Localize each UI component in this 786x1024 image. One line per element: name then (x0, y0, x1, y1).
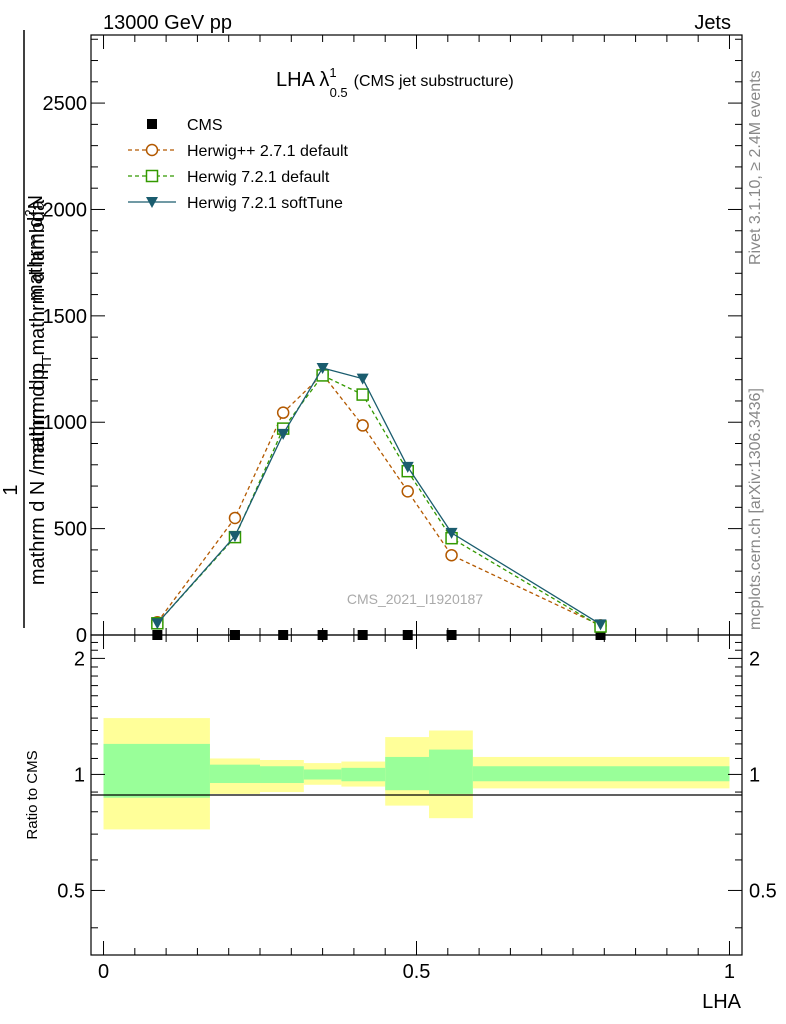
y-tick-label: 1500 (43, 306, 88, 328)
ratio-band-green (103, 743, 210, 798)
ratio-tick-label-right: 2 (749, 648, 760, 670)
ratio-tick-label-left: 1 (74, 764, 85, 786)
y-tick-label: 2500 (43, 93, 88, 115)
legend-marker (146, 197, 158, 208)
x-tick-labels: 0 0.5 1 (98, 961, 735, 983)
ratio-tick-label-left: 0.5 (57, 880, 85, 902)
ratio-tick-label-right: 0.5 (749, 880, 777, 902)
y-label-top-numerator: mathrm d2N (22, 195, 47, 301)
mcplots-note: mcplots.cern.ch [arXiv:1306.3436] (747, 388, 764, 630)
ratio-frame (90, 634, 743, 956)
ratio-band-green (303, 769, 342, 780)
legend-label: CMS (187, 117, 223, 134)
legend-entry: Herwig++ 2.7.1 default (128, 143, 349, 160)
data-point (316, 362, 329, 374)
y-label-denominator: mathrm d N / mathrm d pT (27, 355, 54, 585)
legend-entry: Herwig 7.2.1 softTune (128, 195, 343, 212)
legend-entry: CMS (147, 117, 223, 134)
legend-marker (147, 119, 157, 129)
series-3 (151, 362, 607, 631)
ratio-band-green (385, 756, 430, 791)
main-axis-ticks: 0 500 1000 1500 2000 2500 (43, 35, 742, 647)
ratio-band-green (341, 767, 386, 782)
data-point (401, 461, 414, 473)
legend-marker (145, 169, 159, 183)
y-tick-label: 1000 (43, 412, 88, 434)
legend-entry: Herwig 7.2.1 default (128, 169, 330, 186)
rivet-note: Rivet 3.1.10, ≥ 2.4M events (747, 70, 764, 265)
data-point (401, 485, 414, 498)
x-tick-label: 1 (724, 961, 735, 983)
x-tick-label: 0 (98, 961, 109, 983)
data-point (445, 548, 458, 562)
ratio-band-green (260, 766, 304, 784)
ratio-band-green (472, 766, 730, 782)
legend-label: Herwig 7.2.1 default (187, 169, 330, 186)
y-label-numerator: 1 (0, 484, 22, 495)
series-line (156, 373, 601, 627)
ratio-band-green (209, 764, 261, 784)
y-label-top-denominator: mathrm d pT mathrm d lambda (27, 199, 54, 470)
y-tick-label: 2000 (43, 199, 88, 221)
x-tick-label: 0.5 (403, 961, 431, 983)
ratio-bands (103, 718, 730, 830)
series-line (156, 367, 601, 625)
analysis-watermark: CMS_2021_I1920187 (347, 591, 483, 607)
ratio-axis-ticks: 0.5 0.5 1 1 2 2 (57, 635, 777, 955)
legend-label: Herwig++ 2.7.1 default (187, 143, 349, 160)
series-line (156, 374, 601, 628)
ratio-tick-label-left: 2 (74, 648, 85, 670)
data-point (356, 419, 369, 432)
plot-title: LHA λ1 0.5(CMS jet substructure) (276, 65, 514, 100)
y-axis-label: mathrm d2N mathrm d pT mathrm d lambda 1… (0, 30, 54, 628)
ratio-panel: 0.5 0.5 1 1 2 2 (57, 634, 777, 956)
data-point (445, 527, 458, 539)
data-point (228, 511, 242, 525)
data-point (356, 373, 369, 385)
data-point (594, 619, 607, 631)
y-tick-label: 500 (54, 519, 87, 541)
data-point (228, 531, 241, 543)
ratio-y-label: Ratio to CMS (24, 750, 41, 839)
ratio-tick-label-right: 1 (749, 764, 760, 786)
legend-label: Herwig 7.2.1 softTune (187, 195, 343, 212)
x-axis-label: LHA (702, 991, 742, 1013)
data-point (356, 388, 369, 401)
data-point (277, 428, 290, 440)
header-left: 13000 GeV pp (103, 12, 232, 34)
ratio-band-green (429, 749, 473, 794)
legend-marker (145, 143, 159, 157)
header-right: Jets (694, 12, 731, 34)
legend: CMS Herwig++ 2.7.1 default Herwig 7.2.1 de… (128, 117, 349, 212)
y-tick-label: 0 (76, 625, 87, 647)
data-point (276, 406, 290, 419)
data-point (151, 618, 164, 630)
